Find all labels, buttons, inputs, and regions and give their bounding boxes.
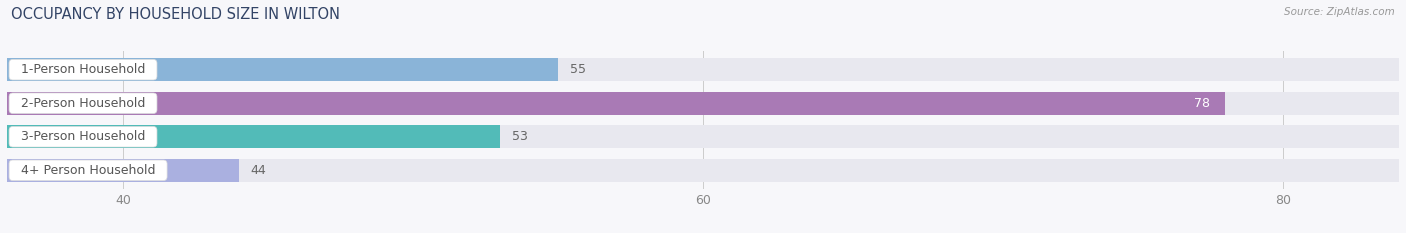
Text: Source: ZipAtlas.com: Source: ZipAtlas.com [1284,7,1395,17]
Text: OCCUPANCY BY HOUSEHOLD SIZE IN WILTON: OCCUPANCY BY HOUSEHOLD SIZE IN WILTON [11,7,340,22]
Text: 78: 78 [1195,97,1211,110]
Bar [7,58,558,81]
Bar [7,125,1399,148]
Text: 55: 55 [569,63,586,76]
Bar [7,159,239,182]
Text: 53: 53 [512,130,527,143]
Text: 4+ Person Household: 4+ Person Household [13,164,163,177]
Text: 1-Person Household: 1-Person Household [13,63,153,76]
Bar [7,92,1225,115]
Text: 44: 44 [250,164,266,177]
Text: 2-Person Household: 2-Person Household [13,97,153,110]
Bar [7,58,1399,81]
Bar [7,92,1399,115]
Text: 3-Person Household: 3-Person Household [13,130,153,143]
Bar [7,159,1399,182]
Bar [7,125,501,148]
